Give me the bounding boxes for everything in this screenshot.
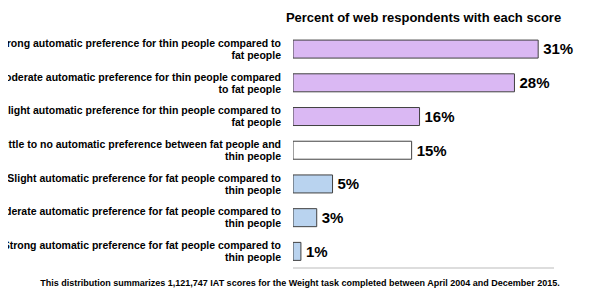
svg-text:Moderate automatic preference: Moderate automatic preference for thin p… <box>8 71 281 95</box>
svg-text:1%: 1% <box>306 243 328 260</box>
svg-text:15%: 15% <box>417 142 447 159</box>
svg-text:16%: 16% <box>425 108 455 125</box>
svg-text:Strong automatic preference fo: Strong automatic preference for thin peo… <box>8 37 281 61</box>
svg-text:Slight automatic preference fo: Slight automatic preference for thin peo… <box>8 104 281 128</box>
html-text:Percent of web respondents wit: Percent of web respondents with each sco… <box>285 10 562 25</box>
svg-text:Slight automatic preference fo: Slight automatic preference for fat peop… <box>8 172 281 196</box>
svg-text:3%: 3% <box>322 209 344 226</box>
svg-text:Strong automatic preference fo: Strong automatic preference for fat peop… <box>8 239 281 263</box>
svg-text:5%: 5% <box>338 175 360 192</box>
svg-text:28%: 28% <box>519 74 549 91</box>
svg-text:Moderate automatic preference: Moderate automatic preference for fat pe… <box>8 205 281 229</box>
svg-text:Little to no automatic prefere: Little to no automatic preference betwee… <box>8 138 281 162</box>
html-text:This distribution summarizes 1: This distribution summarizes 1,121,747 I… <box>40 278 560 288</box>
svg-text:31%: 31% <box>543 40 573 57</box>
